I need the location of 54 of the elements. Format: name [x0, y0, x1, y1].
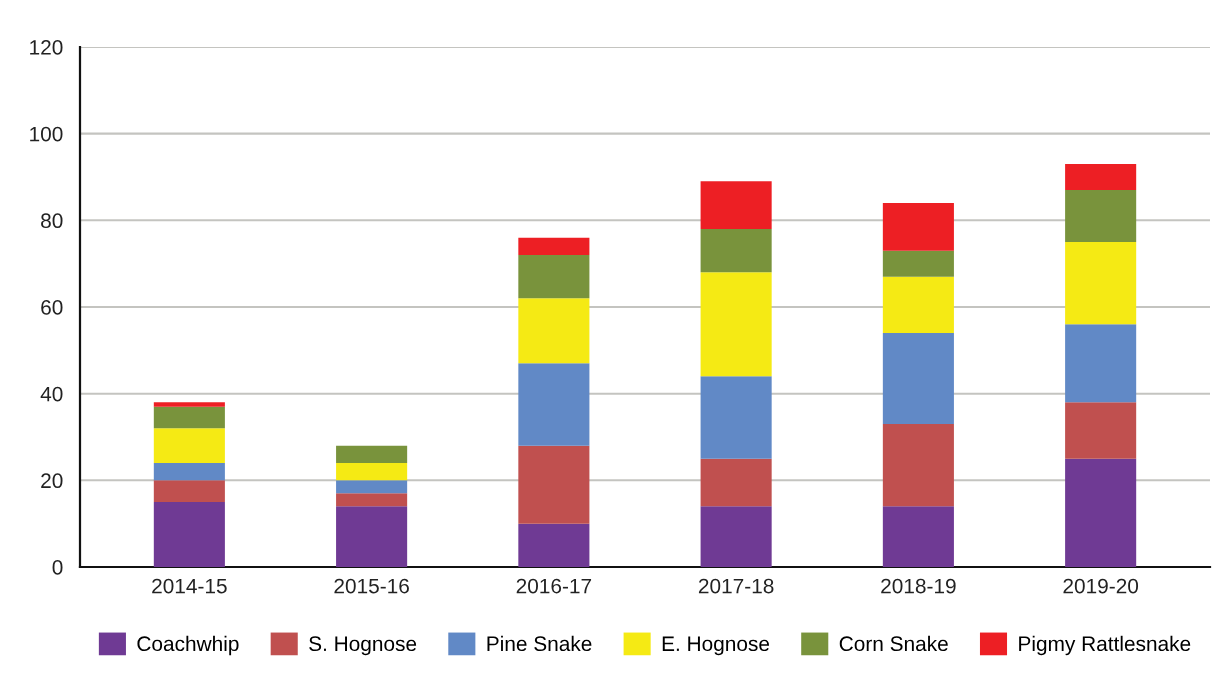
bar	[1065, 242, 1137, 325]
x-tick-label: 2017-18	[698, 578, 774, 594]
bar	[882, 203, 954, 251]
x-tick-label: 2016-17	[516, 578, 592, 594]
bar	[700, 458, 772, 507]
y-tick-label: 0	[52, 560, 63, 575]
bar	[518, 445, 590, 524]
bar	[700, 506, 772, 567]
bar	[336, 493, 408, 507]
bar	[153, 502, 225, 567]
bar	[700, 229, 772, 273]
bar	[700, 181, 772, 229]
legend-label: Pine Snake	[487, 635, 592, 652]
legend-label: Pigmy Rattlesnake	[1019, 635, 1191, 656]
legend-label: Coachwhip	[137, 635, 239, 656]
x-tick-label: 2014-15	[152, 578, 227, 594]
y-tick-label: 100	[30, 126, 63, 142]
bar	[153, 402, 225, 407]
x-tick-label: 2015-16	[334, 578, 409, 594]
bar	[336, 445, 408, 463]
y-tick-label: 20	[41, 473, 63, 489]
bar	[1065, 402, 1137, 459]
bar	[153, 480, 225, 502]
bar	[336, 506, 408, 567]
bar	[518, 363, 590, 446]
bar	[153, 463, 225, 481]
y-tick-label: 80	[41, 213, 63, 229]
bar	[882, 276, 954, 333]
bar	[700, 376, 772, 459]
bar	[882, 506, 954, 567]
legend-label: Corn Snake	[839, 635, 948, 652]
bar	[153, 406, 225, 429]
bar	[1065, 324, 1137, 403]
x-tick-label: 2018-19	[881, 578, 956, 594]
bar	[336, 463, 408, 481]
bar	[882, 333, 954, 424]
bar	[518, 523, 590, 567]
bar	[882, 424, 954, 507]
y-tick-label: 40	[40, 386, 63, 402]
bar	[1065, 164, 1137, 190]
bar	[518, 298, 590, 364]
bar	[882, 250, 954, 277]
bar	[153, 428, 225, 463]
bar	[518, 237, 590, 255]
bar	[1065, 458, 1137, 567]
bar	[336, 480, 408, 494]
bar	[1065, 190, 1137, 242]
legend-label: E. Hognose	[662, 636, 770, 656]
legend-label: S. Hognose	[309, 636, 417, 656]
bar	[518, 255, 590, 299]
bar	[700, 272, 772, 377]
y-tick-label: 60	[41, 300, 63, 315]
x-tick-label: 2019-20	[1063, 578, 1139, 594]
y-tick-label: 120	[30, 40, 63, 55]
